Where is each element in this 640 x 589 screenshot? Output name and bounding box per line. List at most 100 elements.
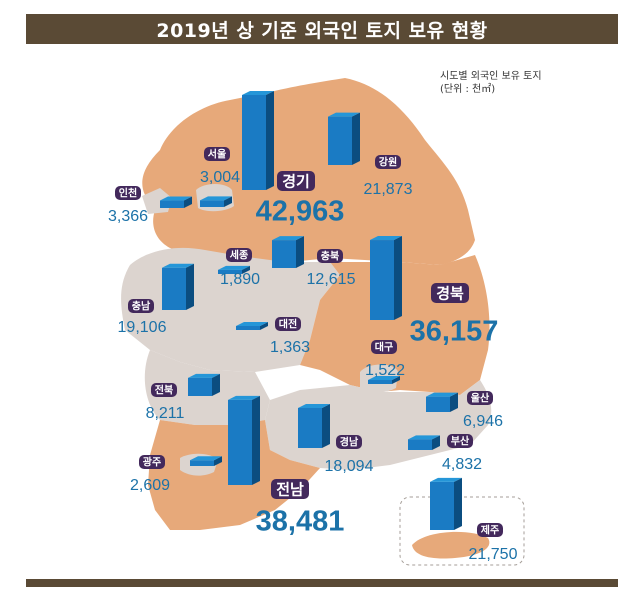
bar-4 xyxy=(328,112,360,165)
bar-top xyxy=(160,196,192,201)
value-label: 6,946 xyxy=(463,413,503,430)
chart-note: 시도별 외국인 보유 토지 (단위 : 천㎡) xyxy=(440,70,542,96)
bar-13 xyxy=(200,196,232,207)
region-label-13: 서울 3,004 xyxy=(200,147,240,186)
bar-8 xyxy=(272,236,304,268)
label-badge xyxy=(477,523,503,537)
bar-10 xyxy=(426,392,458,412)
category-label: 울산 xyxy=(471,392,490,405)
region-label-7: 경남 18,094 xyxy=(325,435,374,475)
category-label: 전북 xyxy=(155,384,173,397)
bar-side xyxy=(394,236,402,320)
value-label: 21,750 xyxy=(469,546,518,563)
value-label: 4,832 xyxy=(442,456,482,473)
bar-top xyxy=(430,477,462,482)
chart-title: 2019년 상 기준 외국인 토지 보유 현황 xyxy=(156,19,488,42)
category-label: 경기 xyxy=(282,172,310,190)
value-label: 18,094 xyxy=(325,458,374,475)
category-label: 경남 xyxy=(340,436,359,449)
bar-14 xyxy=(190,456,222,466)
region-label-1: 경기 42,963 xyxy=(256,171,344,227)
bar-side xyxy=(266,91,274,190)
label-badge xyxy=(275,317,301,331)
label-badge xyxy=(226,248,252,262)
bar-front xyxy=(236,326,260,330)
region-label-2: 전남 38,481 xyxy=(256,479,345,537)
label-badge xyxy=(375,155,401,169)
bar-front xyxy=(200,200,224,207)
label-badge xyxy=(336,435,362,449)
bar-top xyxy=(298,403,330,408)
value-label: 19,106 xyxy=(118,319,167,336)
label-badge xyxy=(467,391,493,405)
value-label: 8,211 xyxy=(146,405,185,422)
bar-16 xyxy=(368,376,400,384)
bar-top xyxy=(426,392,458,397)
bar-2 xyxy=(228,395,260,485)
bar-top xyxy=(408,435,440,440)
bar-top xyxy=(242,91,274,95)
category-label: 충북 xyxy=(321,250,339,263)
category-label: 충남 xyxy=(132,300,151,313)
bars-layer xyxy=(160,91,462,530)
value-label: 21,873 xyxy=(364,181,413,198)
region-label-10: 울산 6,946 xyxy=(463,391,503,430)
category-label: 대구 xyxy=(375,341,393,354)
value-label: 1,890 xyxy=(220,271,260,288)
value-label: 2,609 xyxy=(130,477,170,494)
region-label-16: 대구 1,522 xyxy=(365,340,405,379)
bar-side xyxy=(432,435,440,450)
value-label: 1,363 xyxy=(270,339,310,356)
category-label: 세종 xyxy=(230,249,248,262)
label-badge xyxy=(115,186,141,200)
chart-subtitle: 시도별 외국인 보유 토지 xyxy=(440,71,542,82)
bar-top xyxy=(228,395,260,400)
title-bar: 2019년 상 기준 외국인 토지 보유 현황 xyxy=(26,14,618,44)
bar-side xyxy=(252,395,260,485)
bar-side xyxy=(224,196,232,207)
bar-side xyxy=(392,376,400,384)
bar-1 xyxy=(242,91,274,190)
category-label: 제주 xyxy=(481,524,499,537)
bar-front xyxy=(370,240,394,320)
label-badge xyxy=(139,455,165,469)
label-badge xyxy=(128,299,154,313)
value-label: 1,522 xyxy=(365,362,405,379)
bar-front xyxy=(190,460,214,466)
value-label: 38,481 xyxy=(256,505,345,537)
bar-side xyxy=(454,477,462,530)
category-label: 전남 xyxy=(276,480,304,498)
region-label-4: 강원 21,873 xyxy=(364,155,413,198)
region-label-12: 인천 3,366 xyxy=(108,186,148,225)
label-badge xyxy=(204,147,230,161)
bar-top xyxy=(200,196,232,201)
bar-5 xyxy=(430,477,462,530)
value-label: 36,157 xyxy=(410,315,499,347)
label-badge xyxy=(317,249,343,263)
region-label-14: 광주 2,609 xyxy=(130,455,170,494)
bar-9 xyxy=(188,373,220,396)
label-badge xyxy=(277,171,315,191)
bar-front xyxy=(426,396,450,412)
bar-side xyxy=(296,236,304,268)
bar-12 xyxy=(160,196,192,208)
region-label-17: 대전 1,363 xyxy=(270,317,310,356)
bar-side xyxy=(450,392,458,412)
bar-side xyxy=(322,403,330,448)
bar-top xyxy=(236,322,268,326)
bar-side xyxy=(186,263,194,310)
bar-side xyxy=(214,456,222,466)
region-label-8: 충북 12,615 xyxy=(307,249,356,288)
bar-top xyxy=(162,263,194,268)
bar-17 xyxy=(236,322,268,330)
region-label-9: 전북 8,211 xyxy=(146,383,185,422)
label-badge xyxy=(151,383,177,397)
bar-side xyxy=(352,112,360,165)
bar-front xyxy=(228,399,252,485)
value-label: 12,615 xyxy=(307,271,356,288)
bar-6 xyxy=(162,263,194,310)
bar-7 xyxy=(298,403,330,448)
bar-top xyxy=(190,456,222,461)
bar-front xyxy=(242,95,266,190)
bar-side xyxy=(212,373,220,396)
